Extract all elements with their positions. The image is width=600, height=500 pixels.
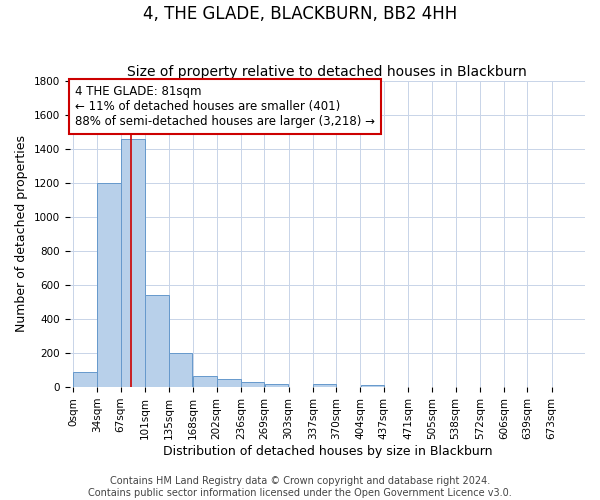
Bar xyxy=(361,384,383,387)
Bar xyxy=(241,382,264,387)
Bar xyxy=(313,384,336,387)
Bar xyxy=(265,384,289,387)
Bar xyxy=(217,379,241,387)
Text: 4 THE GLADE: 81sqm
← 11% of detached houses are smaller (401)
88% of semi-detach: 4 THE GLADE: 81sqm ← 11% of detached hou… xyxy=(74,86,374,128)
Title: Size of property relative to detached houses in Blackburn: Size of property relative to detached ho… xyxy=(127,66,527,80)
Bar xyxy=(145,295,169,387)
X-axis label: Distribution of detached houses by size in Blackburn: Distribution of detached houses by size … xyxy=(163,444,492,458)
Text: 4, THE GLADE, BLACKBURN, BB2 4HH: 4, THE GLADE, BLACKBURN, BB2 4HH xyxy=(143,5,457,23)
Bar xyxy=(169,353,193,387)
Y-axis label: Number of detached properties: Number of detached properties xyxy=(15,136,28,332)
Bar xyxy=(97,183,121,387)
Text: Contains HM Land Registry data © Crown copyright and database right 2024.
Contai: Contains HM Land Registry data © Crown c… xyxy=(88,476,512,498)
Bar xyxy=(193,376,217,387)
Bar xyxy=(73,372,97,387)
Bar xyxy=(121,138,145,387)
